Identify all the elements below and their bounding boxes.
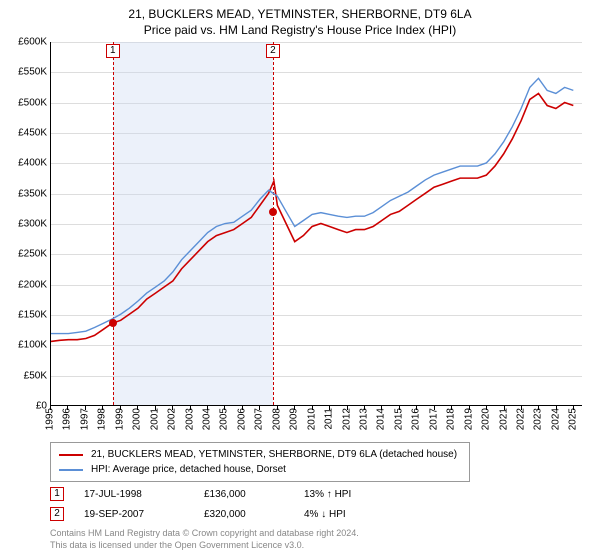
legend-label: 21, BUCKLERS MEAD, YETMINSTER, SHERBORNE… — [91, 447, 457, 462]
x-axis-label: 2012 — [341, 408, 352, 430]
y-axis-label: £500K — [5, 97, 47, 108]
x-axis-label: 2021 — [498, 408, 509, 430]
sale-hpi-delta: 13% ↑ HPI — [304, 489, 394, 500]
y-axis-label: £50K — [5, 370, 47, 381]
x-axis-label: 2018 — [446, 408, 457, 430]
series-line-hpi — [51, 78, 573, 333]
y-axis-label: £600K — [5, 37, 47, 48]
x-axis-label: 2002 — [167, 408, 178, 430]
sale-marker-box: 2 — [266, 44, 280, 58]
x-axis-label: 2007 — [254, 408, 265, 430]
sale-price: £136,000 — [204, 489, 284, 500]
y-axis-label: £250K — [5, 249, 47, 260]
x-axis-label: 2005 — [219, 408, 230, 430]
x-axis-label: 2000 — [132, 408, 143, 430]
x-axis-label: 2014 — [376, 408, 387, 430]
legend-item: HPI: Average price, detached house, Dors… — [59, 462, 461, 477]
chart-lines-svg — [51, 42, 582, 405]
y-axis-label: £150K — [5, 310, 47, 321]
x-axis-label: 2016 — [411, 408, 422, 430]
x-axis-label: 1996 — [62, 408, 73, 430]
sales-table: 1 17-JUL-1998 £136,000 13% ↑ HPI 2 19-SE… — [50, 484, 540, 524]
legend-item: 21, BUCKLERS MEAD, YETMINSTER, SHERBORNE… — [59, 447, 461, 462]
series-line-price_paid — [51, 93, 573, 341]
sale-marker-box: 1 — [50, 487, 64, 501]
chart-title-1: 21, BUCKLERS MEAD, YETMINSTER, SHERBORNE… — [0, 6, 600, 22]
chart-title-2: Price paid vs. HM Land Registry's House … — [0, 22, 600, 38]
sale-marker-dot — [269, 208, 277, 216]
x-axis-label: 2009 — [289, 408, 300, 430]
x-axis-label: 2004 — [201, 408, 212, 430]
sale-marker-dot — [109, 319, 117, 327]
x-axis-label: 2001 — [149, 408, 160, 430]
legend-swatch-icon — [59, 454, 83, 456]
x-axis-label: 1998 — [97, 408, 108, 430]
chart-plot-area: £0£50K£100K£150K£200K£250K£300K£350K£400… — [50, 42, 582, 406]
y-axis-label: £400K — [5, 158, 47, 169]
x-axis-label: 2006 — [236, 408, 247, 430]
y-axis-label: £450K — [5, 128, 47, 139]
x-axis-label: 2025 — [568, 408, 579, 430]
x-axis-label: 1997 — [79, 408, 90, 430]
y-axis-label: £350K — [5, 188, 47, 199]
x-axis-label: 2015 — [393, 408, 404, 430]
footer-attribution: Contains HM Land Registry data © Crown c… — [50, 528, 359, 551]
legend-label: HPI: Average price, detached house, Dors… — [91, 462, 286, 477]
sale-date: 17-JUL-1998 — [84, 489, 184, 500]
x-axis-label: 2017 — [428, 408, 439, 430]
x-axis-label: 2010 — [306, 408, 317, 430]
y-axis-label: £200K — [5, 279, 47, 290]
sale-price: £320,000 — [204, 509, 284, 520]
x-axis-label: 2008 — [271, 408, 282, 430]
x-axis-label: 2024 — [550, 408, 561, 430]
footer-line: Contains HM Land Registry data © Crown c… — [50, 528, 359, 540]
sale-marker-box: 1 — [106, 44, 120, 58]
legend-swatch-icon — [59, 469, 83, 471]
x-axis-label: 2019 — [463, 408, 474, 430]
x-axis-label: 1995 — [45, 408, 56, 430]
y-axis-label: £300K — [5, 219, 47, 230]
x-axis-label: 2003 — [184, 408, 195, 430]
footer-line: This data is licensed under the Open Gov… — [50, 540, 359, 552]
sale-hpi-delta: 4% ↓ HPI — [304, 509, 394, 520]
x-axis-label: 1999 — [114, 408, 125, 430]
table-row: 1 17-JUL-1998 £136,000 13% ↑ HPI — [50, 484, 540, 504]
y-axis-label: £0 — [5, 401, 47, 412]
x-axis-label: 2013 — [358, 408, 369, 430]
legend-box: 21, BUCKLERS MEAD, YETMINSTER, SHERBORNE… — [50, 442, 470, 482]
y-axis-label: £550K — [5, 67, 47, 78]
sale-date: 19-SEP-2007 — [84, 509, 184, 520]
x-axis-label: 2020 — [481, 408, 492, 430]
x-axis-label: 2023 — [533, 408, 544, 430]
y-axis-label: £100K — [5, 340, 47, 351]
x-axis-label: 2011 — [324, 408, 335, 430]
sale-marker-box: 2 — [50, 507, 64, 521]
x-axis-labels: 1995199619971998199920002001200220032004… — [50, 408, 582, 442]
x-axis-label: 2022 — [515, 408, 526, 430]
table-row: 2 19-SEP-2007 £320,000 4% ↓ HPI — [50, 504, 540, 524]
